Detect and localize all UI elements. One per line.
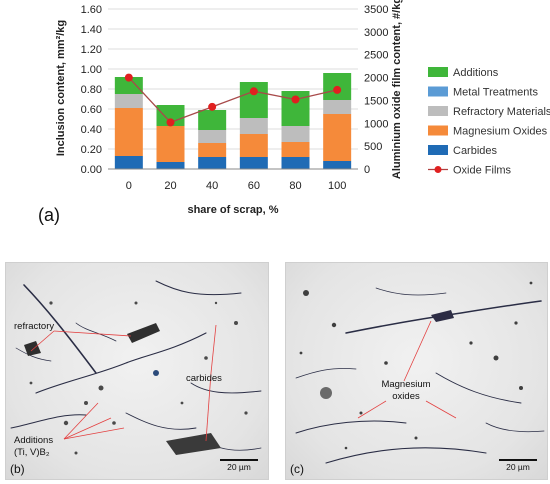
scalebar-b-label: 20 µm — [227, 462, 251, 472]
bar-segment — [156, 105, 185, 126]
y2-tick-label: 3500 — [364, 4, 388, 16]
label-carbides: carbides — [186, 373, 222, 384]
y-tick-label: 0.40 — [81, 124, 102, 136]
bar-segment — [114, 94, 143, 108]
y-axis-label: Inclusion content, mm²/kg — [55, 20, 67, 156]
micrograph-c: Magnesium oxides 20 µm (c) — [285, 262, 548, 480]
y2-tick-label: 3000 — [364, 27, 388, 39]
bar-segment — [114, 108, 143, 156]
legend-swatch — [428, 67, 448, 77]
oxide-films-point — [291, 95, 300, 104]
y2-tick-label: 0 — [364, 164, 370, 176]
x-axis-label: share of scrap, % — [187, 204, 278, 216]
micro-b-particles — [24, 301, 248, 455]
micro-c-texture — [295, 287, 545, 464]
scalebar-c-label: 20 µm — [506, 462, 530, 472]
legend-swatch — [428, 106, 448, 116]
panel-label-b: (b) — [10, 462, 25, 476]
oxide-films-point — [333, 85, 342, 94]
bar-segment — [239, 118, 268, 134]
y2-tick-label: 1500 — [364, 95, 388, 107]
bar-segment — [156, 126, 185, 162]
bar-segment — [156, 162, 185, 169]
legend-swatch — [428, 145, 448, 155]
oxide-films-polyline — [128, 77, 338, 124]
y2-tick-label: 2000 — [364, 73, 388, 85]
label-oxides: oxides — [392, 391, 420, 402]
bar-segment — [198, 110, 227, 130]
y2-tick-label: 500 — [364, 141, 382, 153]
y2-tick-label: 1000 — [364, 118, 388, 130]
legend-label: Carbides — [453, 145, 498, 157]
oxide-films-point — [249, 87, 258, 96]
x-tick-labels: 0 20 40 60 80 100 — [126, 180, 347, 192]
panel-label-a: (a) — [38, 205, 60, 225]
bar-segment — [114, 77, 143, 94]
legend-label: Oxide Films — [453, 165, 512, 177]
bar-segment — [198, 143, 227, 157]
bar-segment — [239, 157, 268, 169]
bar-segment — [198, 157, 227, 169]
panel-label-c: (c) — [290, 462, 304, 476]
oxide-films-point — [208, 102, 217, 111]
oxide-films-point — [166, 118, 175, 127]
chart: 0.00 0.20 0.40 0.60 0.80 1.00 1.20 1.40 1.60 0 50… — [55, 0, 550, 216]
oxide-films-line — [124, 73, 342, 127]
bar-segment — [114, 156, 143, 169]
y-tick-label: 0.00 — [81, 164, 102, 176]
x-tick-label: 0 — [126, 180, 132, 192]
x-tick-label: 40 — [206, 180, 218, 192]
legend-label: Magnesium Oxides — [453, 126, 548, 138]
micro-b-texture — [10, 280, 262, 451]
y-tick-label: 1.00 — [81, 64, 102, 76]
label-additions-formula: (Ti, V)B₂ — [14, 447, 50, 458]
label-additions: Additions — [14, 435, 53, 446]
bar-segment — [239, 134, 268, 157]
x-tick-label: 80 — [289, 180, 301, 192]
grid-lines — [108, 8, 358, 150]
x-tick-label: 20 — [164, 180, 176, 192]
legend: Additions Metal Treatments Refractory Mate… — [428, 67, 550, 177]
oxide-films-point — [124, 73, 133, 82]
label-magnesium: Magnesium — [381, 379, 430, 390]
micro-b-leader-lines — [30, 324, 217, 442]
bar-segment — [281, 142, 310, 157]
y-tick-label: 0.80 — [81, 84, 102, 96]
micrograph-b: refractory carbides Additions (Ti, V)B₂ … — [5, 262, 269, 480]
x-tick-label: 60 — [248, 180, 260, 192]
y2-tick-label: 2500 — [364, 50, 388, 62]
legend-swatch — [428, 125, 448, 136]
bar-segment — [198, 130, 227, 143]
y2-axis-label: Aluminium oxide film content, #/kg — [391, 0, 403, 179]
y-tick-label: 1.60 — [81, 4, 102, 16]
micro-c-particles — [299, 281, 533, 450]
y-tick-label: 1.40 — [81, 24, 102, 36]
bar-segment — [281, 157, 310, 169]
y-tick-label: 1.20 — [81, 44, 102, 56]
bar-segment — [323, 161, 352, 169]
bar-segment — [323, 100, 352, 114]
legend-point-swatch — [434, 166, 442, 173]
bars — [114, 73, 352, 169]
legend-label: Additions — [453, 67, 499, 79]
x-tick-label: 100 — [328, 180, 346, 192]
bar-segment — [323, 114, 352, 161]
y-tick-label: 0.20 — [81, 144, 102, 156]
micro-c-leader-lines — [357, 320, 457, 419]
legend-label: Refractory Materials — [453, 106, 550, 118]
y-tick-label: 0.60 — [81, 104, 102, 116]
label-refractory: refractory — [14, 321, 54, 332]
bar-segment — [281, 126, 310, 142]
y-tick-labels: 0.00 0.20 0.40 0.60 0.80 1.00 1.20 1.40 1.60 — [81, 4, 102, 176]
y2-tick-labels: 0 500 1000 1500 2000 2500 3000 3500 — [364, 4, 388, 176]
legend-label: Metal Treatments — [453, 87, 538, 99]
legend-swatch — [428, 86, 448, 97]
